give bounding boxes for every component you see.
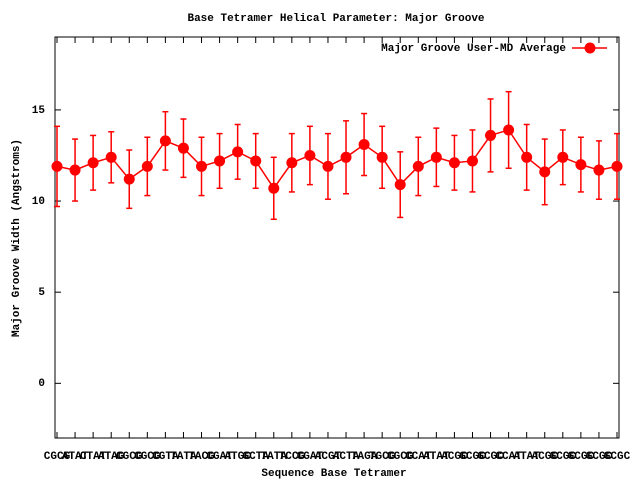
x-tick-label: CGTA: [152, 451, 179, 463]
x-axis-label: Sequence Base Tetramer: [261, 468, 406, 480]
marker: [177, 142, 189, 154]
x-tick-label: TACG: [188, 451, 215, 463]
marker: [87, 157, 99, 169]
x-tick-label: TCCG: [279, 451, 306, 463]
legend-marker: [584, 42, 596, 54]
marker: [557, 151, 569, 163]
x-tick-label: ACGC: [441, 451, 468, 463]
x-tick-label: ACGC: [532, 451, 559, 463]
marker: [503, 124, 515, 136]
marker: [268, 182, 280, 194]
x-tick-label: ATAT: [62, 451, 89, 463]
marker: [232, 146, 244, 158]
chart-title: Base Tetramer Helical Parameter: Major G…: [187, 13, 484, 25]
x-tick-label: CGAT: [206, 451, 233, 463]
x-tick-label: CTAT: [80, 451, 107, 463]
marker: [575, 159, 587, 171]
y-tick-label: 5: [38, 287, 45, 299]
marker: [539, 166, 551, 178]
x-tick-label: ACTA: [333, 451, 360, 463]
marker: [51, 160, 63, 172]
marker: [141, 160, 153, 172]
marker: [123, 173, 135, 185]
x-tick-label: TAGA: [351, 451, 378, 463]
y-axis-label: Major Groove Width (Angstroms): [11, 139, 23, 337]
x-tick-label: ACGT: [315, 451, 342, 463]
x-tick-label: CGCG: [387, 451, 414, 463]
marker: [250, 155, 262, 167]
x-tick-label: GCGC: [477, 451, 504, 463]
marker: [376, 151, 388, 163]
marker: [412, 160, 424, 172]
x-tick-label: TATA: [261, 451, 288, 463]
marker: [593, 164, 605, 176]
marker: [322, 160, 334, 172]
x-tick-label: GCTA: [243, 451, 270, 463]
marker: [611, 160, 623, 172]
x-tick-label: GCGC: [568, 451, 595, 463]
x-tick-label: TATA: [170, 451, 197, 463]
x-tick-label: CGCG: [44, 451, 71, 463]
x-tick-label: GCGC: [550, 451, 577, 463]
marker: [340, 151, 352, 163]
marker: [358, 139, 370, 151]
x-tick-label: ATAG: [98, 451, 125, 463]
series-line: [56, 129, 618, 190]
marker: [448, 157, 460, 169]
marker: [521, 151, 533, 163]
marker: [485, 129, 497, 141]
marker: [196, 160, 208, 172]
marker: [105, 151, 117, 163]
x-tick-label: GCGC: [459, 451, 486, 463]
y-tick-label: 0: [38, 378, 45, 390]
marker: [394, 179, 406, 191]
x-tick-label: TGCG: [369, 451, 396, 463]
x-tick-label: ATAT: [423, 451, 450, 463]
marker: [466, 155, 478, 167]
marker: [304, 149, 316, 161]
marker: [430, 151, 442, 163]
marker: [69, 164, 81, 176]
x-tick-label: ATGC: [224, 451, 251, 463]
legend-label: Major Groove User-MD Average: [381, 43, 566, 55]
marker: [159, 135, 171, 147]
x-tick-label: ATAT: [513, 451, 540, 463]
marker: [214, 155, 226, 167]
x-tick-label: CGAT: [297, 451, 324, 463]
plot-frame: [54, 36, 620, 439]
x-tick-label: CGCG: [116, 451, 143, 463]
x-tick-label: CCAT: [405, 451, 432, 463]
x-tick-label: GCGC: [586, 451, 613, 463]
marker: [286, 157, 298, 169]
x-tick-label: GCGC: [604, 451, 631, 463]
y-tick-label: 15: [32, 105, 46, 117]
x-tick-label: CGCG: [134, 451, 161, 463]
y-tick-label: 10: [32, 196, 45, 208]
x-tick-label: CCAT: [495, 451, 522, 463]
